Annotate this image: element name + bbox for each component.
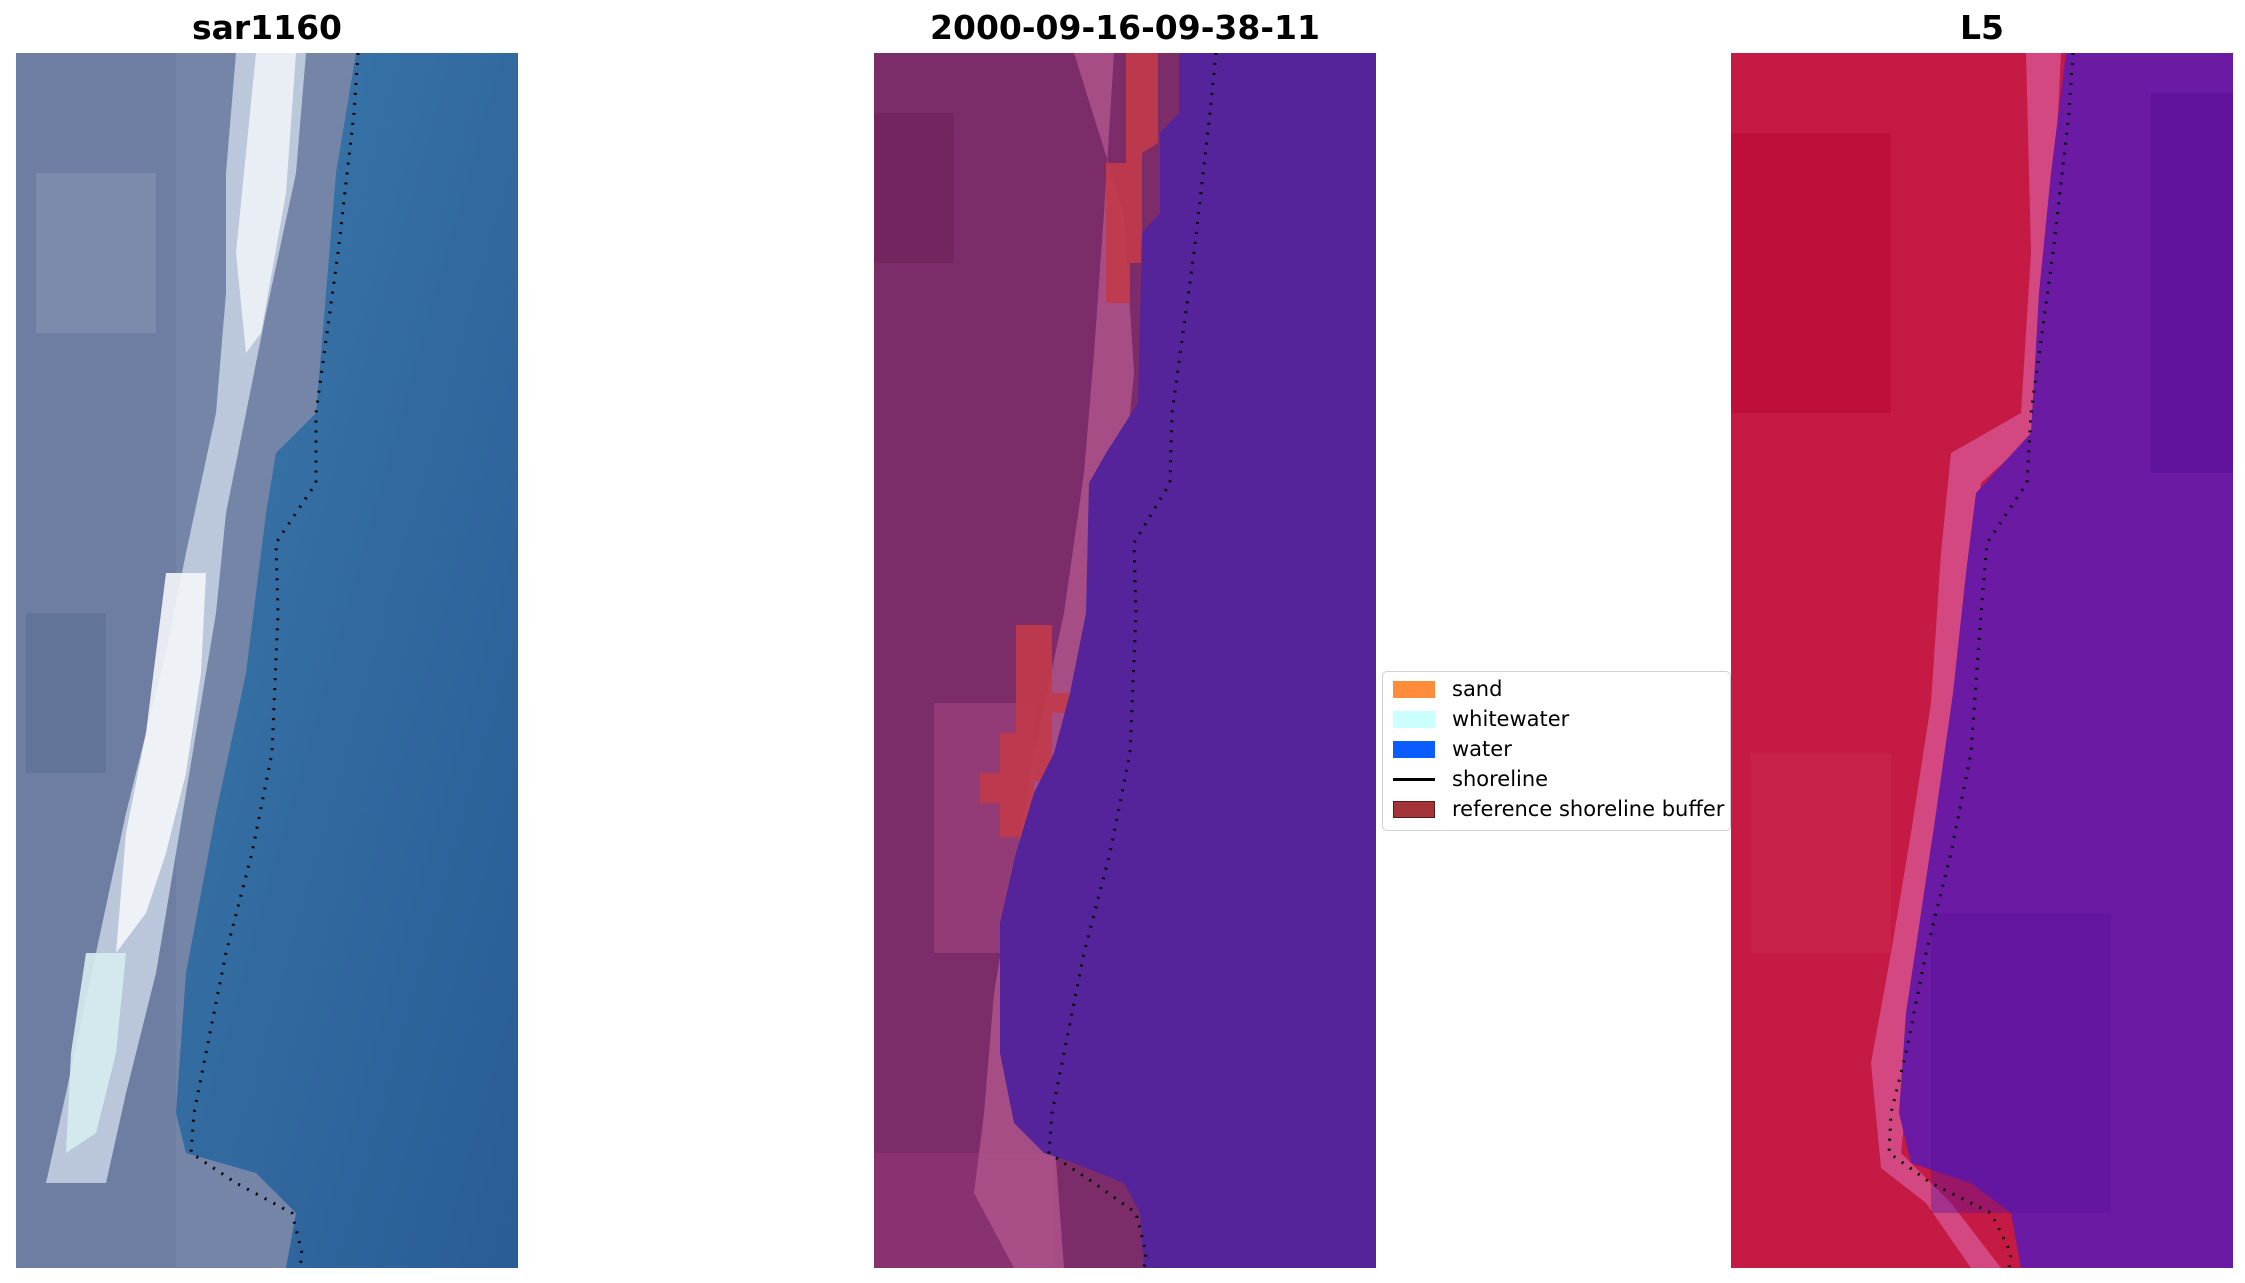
classified-image-panel <box>874 53 1376 1268</box>
classified-image <box>874 53 1376 1268</box>
sand-swatch <box>1393 680 1435 698</box>
whitewater-swatch <box>1393 710 1435 728</box>
panel-title-classified: 2000-09-16-09-38-11 <box>930 8 1320 47</box>
buffer-swatch <box>1393 800 1435 818</box>
index-image <box>1731 53 2233 1268</box>
water-area <box>1899 53 2233 1268</box>
rgb-image <box>16 53 518 1268</box>
buffer-middle <box>980 625 1070 837</box>
rgb-image-panel <box>16 53 518 1268</box>
legend-item-sand: sand <box>1393 675 1502 703</box>
legend-item-shoreline: shoreline <box>1393 765 1548 793</box>
legend-item-reference-buffer: reference shoreline buffer <box>1393 795 1724 823</box>
water-area <box>1000 53 1376 1268</box>
legend: sand whitewater water shoreline referenc… <box>1382 671 1731 831</box>
shoreline-line-symbol <box>1393 777 1435 781</box>
legend-item-whitewater: whitewater <box>1393 705 1569 733</box>
buffer-north <box>1106 53 1158 303</box>
index-image-panel <box>1731 53 2233 1268</box>
sea-area <box>176 53 518 1268</box>
water-swatch <box>1393 740 1435 758</box>
panel-title-rgb: sar1160 <box>191 8 343 47</box>
panel-title-mndwi: L5 <box>1960 8 2004 47</box>
legend-item-water: water <box>1393 735 1512 763</box>
